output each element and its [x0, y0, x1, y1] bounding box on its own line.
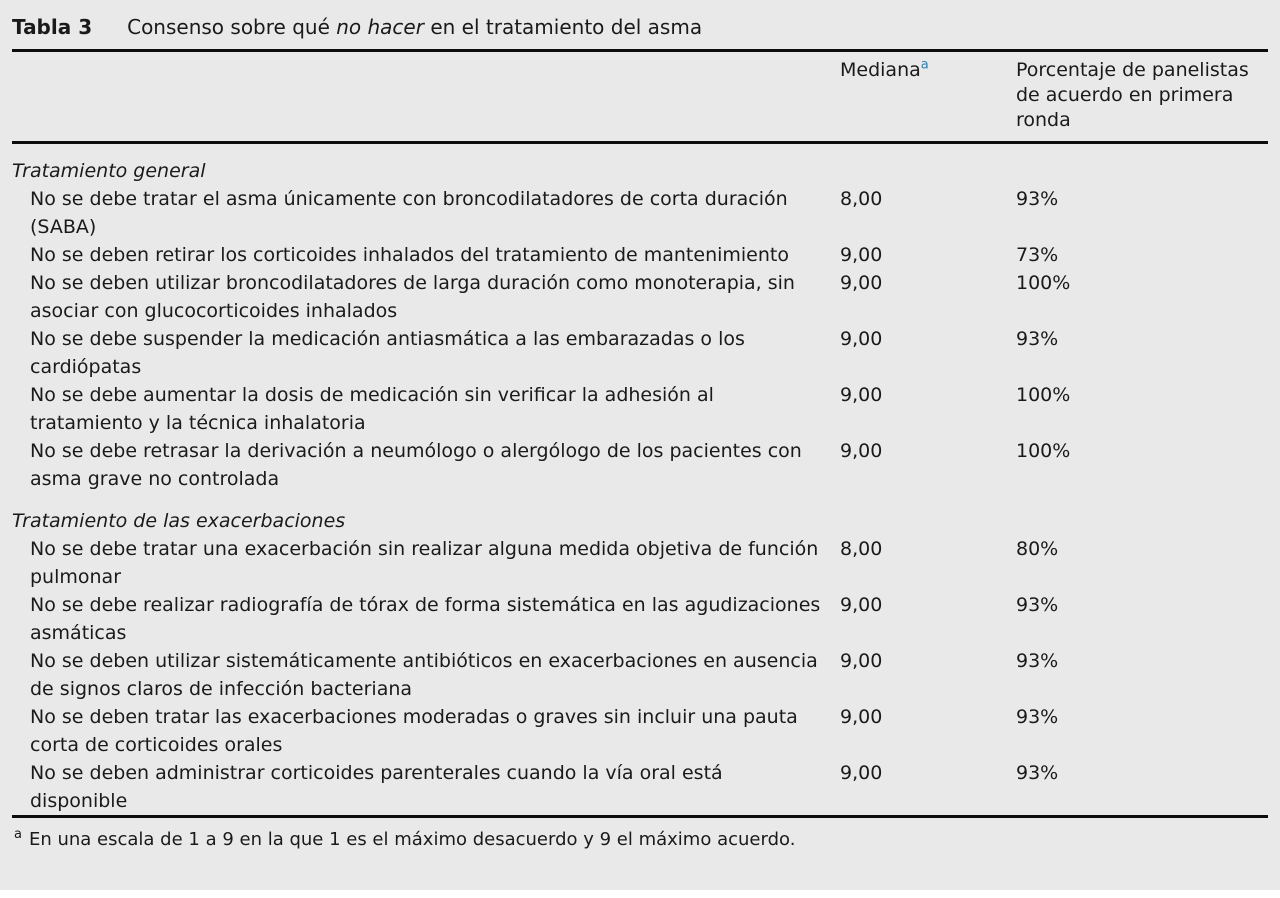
- statement-cell: No se debe aumentar la dosis de medicaci…: [30, 384, 714, 434]
- table-title-post: en el tratamiento del asma: [423, 15, 703, 39]
- statement-cell: No se deben utilizar broncodilatadores d…: [30, 272, 795, 322]
- mediana-column-header: Medianaa: [840, 58, 1016, 83]
- footnote-marker: a: [14, 827, 22, 842]
- table-row: No se deben utilizar broncodilatadores d…: [12, 269, 1268, 325]
- statement-cell: No se deben retirar los corticoides inha…: [30, 244, 789, 266]
- porcentaje-cell: 93%: [1016, 594, 1059, 616]
- table-row: No se deben administrar corticoides pare…: [12, 759, 1268, 815]
- section-rows: No se debe tratar una exacerbación sin r…: [12, 535, 1268, 815]
- porcentaje-column-header: Porcentaje de panelistas de acuerdo en p…: [1016, 59, 1249, 131]
- table-title-pre: Consenso sobre qué: [127, 15, 337, 39]
- table-section: Tratamiento de las exacerbaciones No se …: [12, 507, 1268, 815]
- porcentaje-cell: 93%: [1016, 706, 1059, 728]
- porcentaje-cell: 93%: [1016, 188, 1059, 210]
- table-row: No se debe suspender la medicación antia…: [12, 325, 1268, 381]
- porcentaje-cell: 100%: [1016, 440, 1071, 462]
- header-rule: [12, 141, 1268, 144]
- statement-cell: No se debe realizar radiografía de tórax…: [30, 594, 821, 644]
- statement-cell: No se debe retrasar la derivación a neum…: [30, 440, 802, 490]
- table-row: No se debe tratar una exacerbación sin r…: [12, 535, 1268, 591]
- table-body: Tratamiento general No se debe tratar el…: [12, 157, 1268, 815]
- table-row: No se deben utilizar sistemáticamente an…: [12, 647, 1268, 703]
- statement-cell: No se deben administrar corticoides pare…: [30, 762, 723, 812]
- mediana-cell: 9,00: [840, 762, 883, 784]
- porcentaje-cell: 80%: [1016, 538, 1059, 560]
- mediana-cell: 9,00: [840, 594, 883, 616]
- mediana-footnote-marker: a: [920, 57, 929, 73]
- table-caption: Tabla 3 Consenso sobre qué no hacer en el…: [12, 14, 1268, 40]
- table-label: Tabla 3: [12, 15, 93, 39]
- porcentaje-cell: 93%: [1016, 650, 1059, 672]
- table-title: Consenso sobre qué no hacer en el tratam…: [127, 15, 702, 39]
- mediana-cell: 9,00: [840, 440, 883, 462]
- table-section: Tratamiento general No se debe tratar el…: [12, 157, 1268, 493]
- table-row: No se debe aumentar la dosis de medicaci…: [12, 381, 1268, 437]
- statement-cell: No se debe tratar una exacerbación sin r…: [30, 538, 819, 588]
- footnote-text: En una escala de 1 a 9 en la que 1 es el…: [28, 829, 796, 850]
- statement-cell: No se deben tratar las exacerbaciones mo…: [30, 706, 798, 756]
- table-row: No se debe realizar radiografía de tórax…: [12, 591, 1268, 647]
- mediana-cell: 9,00: [840, 272, 883, 294]
- mediana-cell: 8,00: [840, 188, 883, 210]
- caption-rule: [12, 49, 1268, 52]
- section-rows: No se debe tratar el asma únicamente con…: [12, 185, 1268, 493]
- table-footnote: a En una escala de 1 a 9 en la que 1 es e…: [12, 827, 1268, 853]
- statement-cell: No se debe suspender la medicación antia…: [30, 328, 745, 378]
- statement-cell: No se debe tratar el asma únicamente con…: [30, 188, 788, 238]
- porcentaje-cell: 93%: [1016, 762, 1059, 784]
- porcentaje-cell: 100%: [1016, 272, 1071, 294]
- mediana-cell: 9,00: [840, 650, 883, 672]
- mediana-cell: 9,00: [840, 328, 883, 350]
- table-row: No se debe tratar el asma únicamente con…: [12, 185, 1268, 241]
- table-title-italic: no hacer: [336, 15, 424, 39]
- table-row: No se debe retrasar la derivación a neum…: [12, 437, 1268, 493]
- porcentaje-cell: 73%: [1016, 244, 1059, 266]
- mediana-cell: 9,00: [840, 244, 883, 266]
- mediana-cell: 9,00: [840, 384, 883, 406]
- mediana-cell: 9,00: [840, 706, 883, 728]
- porcentaje-cell: 100%: [1016, 384, 1071, 406]
- porcentaje-cell: 93%: [1016, 328, 1059, 350]
- mediana-column-label: Mediana: [840, 59, 921, 81]
- table-row: No se deben tratar las exacerbaciones mo…: [12, 703, 1268, 759]
- column-header-row: Medianaa Porcentaje de panelistas de acu…: [12, 52, 1268, 141]
- statement-cell: No se deben utilizar sistemáticamente an…: [30, 650, 818, 700]
- section-header: Tratamiento de las exacerbaciones: [12, 510, 346, 532]
- section-header: Tratamiento general: [12, 160, 206, 182]
- footnote-rule: [12, 815, 1268, 818]
- table-row: No se deben retirar los corticoides inha…: [12, 241, 1268, 269]
- mediana-cell: 8,00: [840, 538, 883, 560]
